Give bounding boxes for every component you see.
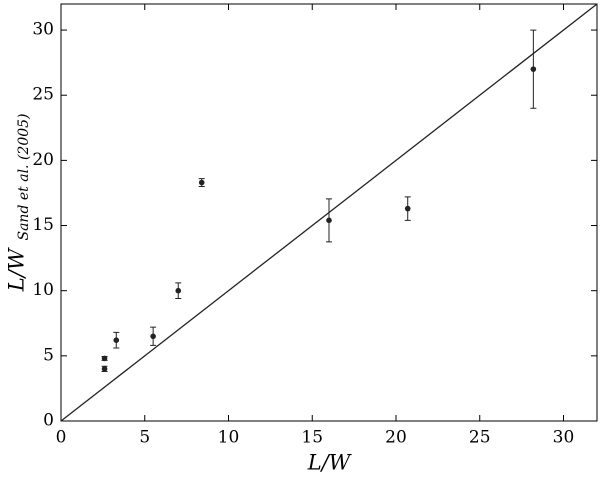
point <box>175 287 182 294</box>
y-axis-label-subscript: Sand et al. (2005) <box>16 113 32 240</box>
y-tick-label: 30 <box>32 20 54 40</box>
x-axis-label: L/W <box>307 451 353 475</box>
point <box>101 355 108 362</box>
x-tick-label: 10 <box>218 428 240 448</box>
y-axis-label-group: L/W Sand et al. (2005) <box>5 113 33 292</box>
x-tick-label: 25 <box>469 428 491 448</box>
y-tick-label: 15 <box>32 215 54 235</box>
y-tick-label: 20 <box>32 150 54 170</box>
x-tick-label: 15 <box>301 428 323 448</box>
plot-frame <box>60 3 598 422</box>
y-tick-label: 5 <box>43 345 54 365</box>
point <box>150 333 156 340</box>
point <box>530 66 537 72</box>
point <box>198 179 205 186</box>
point <box>113 337 120 344</box>
y-axis-label: L/W <box>5 246 29 292</box>
point <box>404 205 411 212</box>
x-tick-label: 20 <box>385 428 407 448</box>
y-tick-label: 0 <box>43 411 54 431</box>
x-tick-label: 30 <box>553 428 575 448</box>
point <box>326 217 332 224</box>
y-tick-label: 25 <box>32 85 54 105</box>
x-tick-label: 0 <box>56 428 67 448</box>
y-tick-label: 10 <box>32 280 54 300</box>
x-tick-label: 5 <box>139 428 150 448</box>
point <box>101 366 108 372</box>
